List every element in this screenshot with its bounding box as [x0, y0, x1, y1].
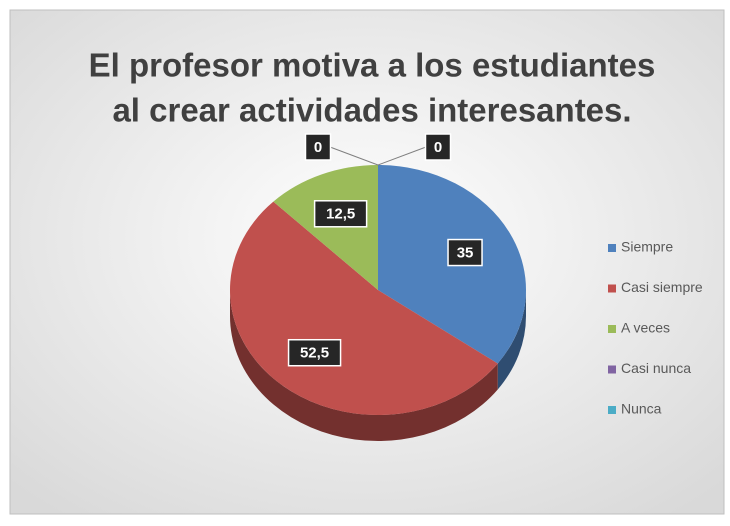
leader-line — [377, 146, 427, 166]
legend-swatch — [608, 325, 616, 333]
chart-title: El profesor motiva a los estudiantes — [89, 47, 656, 84]
pie-side — [230, 290, 498, 441]
data-label: 12,5 — [326, 206, 355, 223]
legend-swatch — [608, 365, 616, 374]
legend-swatch — [608, 244, 616, 252]
legend-swatch — [608, 406, 616, 414]
legend-label: Casi nunca — [621, 360, 691, 376]
data-labels: 35 52,5 12,5 0 0 — [287, 133, 483, 367]
data-label-box — [287, 338, 342, 367]
data-label: 52,5 — [300, 345, 329, 362]
legend-swatch — [608, 284, 616, 293]
legend-label: Casi siempre — [621, 279, 703, 295]
data-label-box — [447, 238, 483, 267]
data-label: 35 — [457, 245, 474, 262]
data-label: 0 — [434, 139, 442, 156]
data-label-box — [304, 133, 332, 161]
leader-line — [329, 146, 379, 166]
pie-sides — [230, 290, 526, 441]
legend-label: A veces — [621, 320, 670, 336]
data-label-box — [313, 200, 368, 228]
data-label: 0 — [314, 139, 322, 156]
legend: Siempre Casi siempre A veces Casi nunca Nunc… — [608, 239, 703, 417]
pie-side — [497, 290, 526, 390]
legend-label: Nunca — [621, 401, 662, 417]
chart-title: al crear actividades interesantes. — [112, 92, 631, 129]
legend-label: Siempre — [621, 239, 673, 255]
pie-top — [229, 165, 526, 416]
data-label-box — [424, 133, 452, 161]
